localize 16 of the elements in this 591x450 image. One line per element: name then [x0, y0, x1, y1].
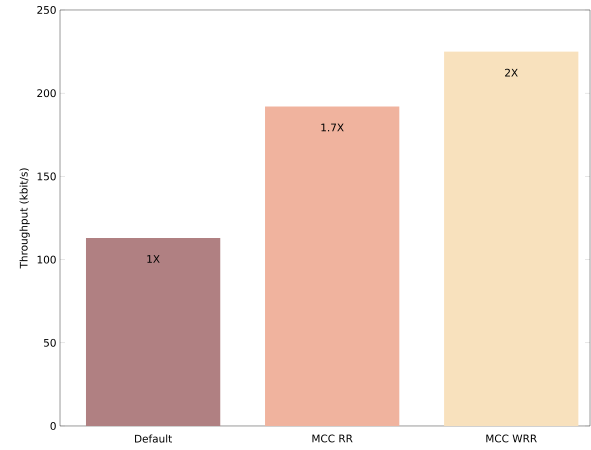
bar — [444, 52, 578, 426]
annotation: 1X — [147, 255, 160, 263]
x-tick-label: MCC WRR — [486, 434, 537, 442]
y-tick-label: 200 — [37, 89, 56, 98]
annotation: 1.7X — [321, 124, 344, 132]
x-tick-label: Default — [135, 434, 172, 443]
bar — [86, 238, 220, 426]
x-tick-label: MCC RR — [312, 434, 353, 442]
bar — [265, 106, 400, 426]
y-axis-title: Throughput (kbit/s) — [20, 168, 30, 268]
annotation: 2X — [505, 68, 518, 76]
y-tick-label: 50 — [44, 338, 56, 347]
y-tick-label: 0 — [50, 422, 56, 430]
y-tick-label: 150 — [38, 172, 56, 180]
y-tick-label: 250 — [37, 6, 56, 14]
y-tick-label: 100 — [38, 256, 56, 264]
